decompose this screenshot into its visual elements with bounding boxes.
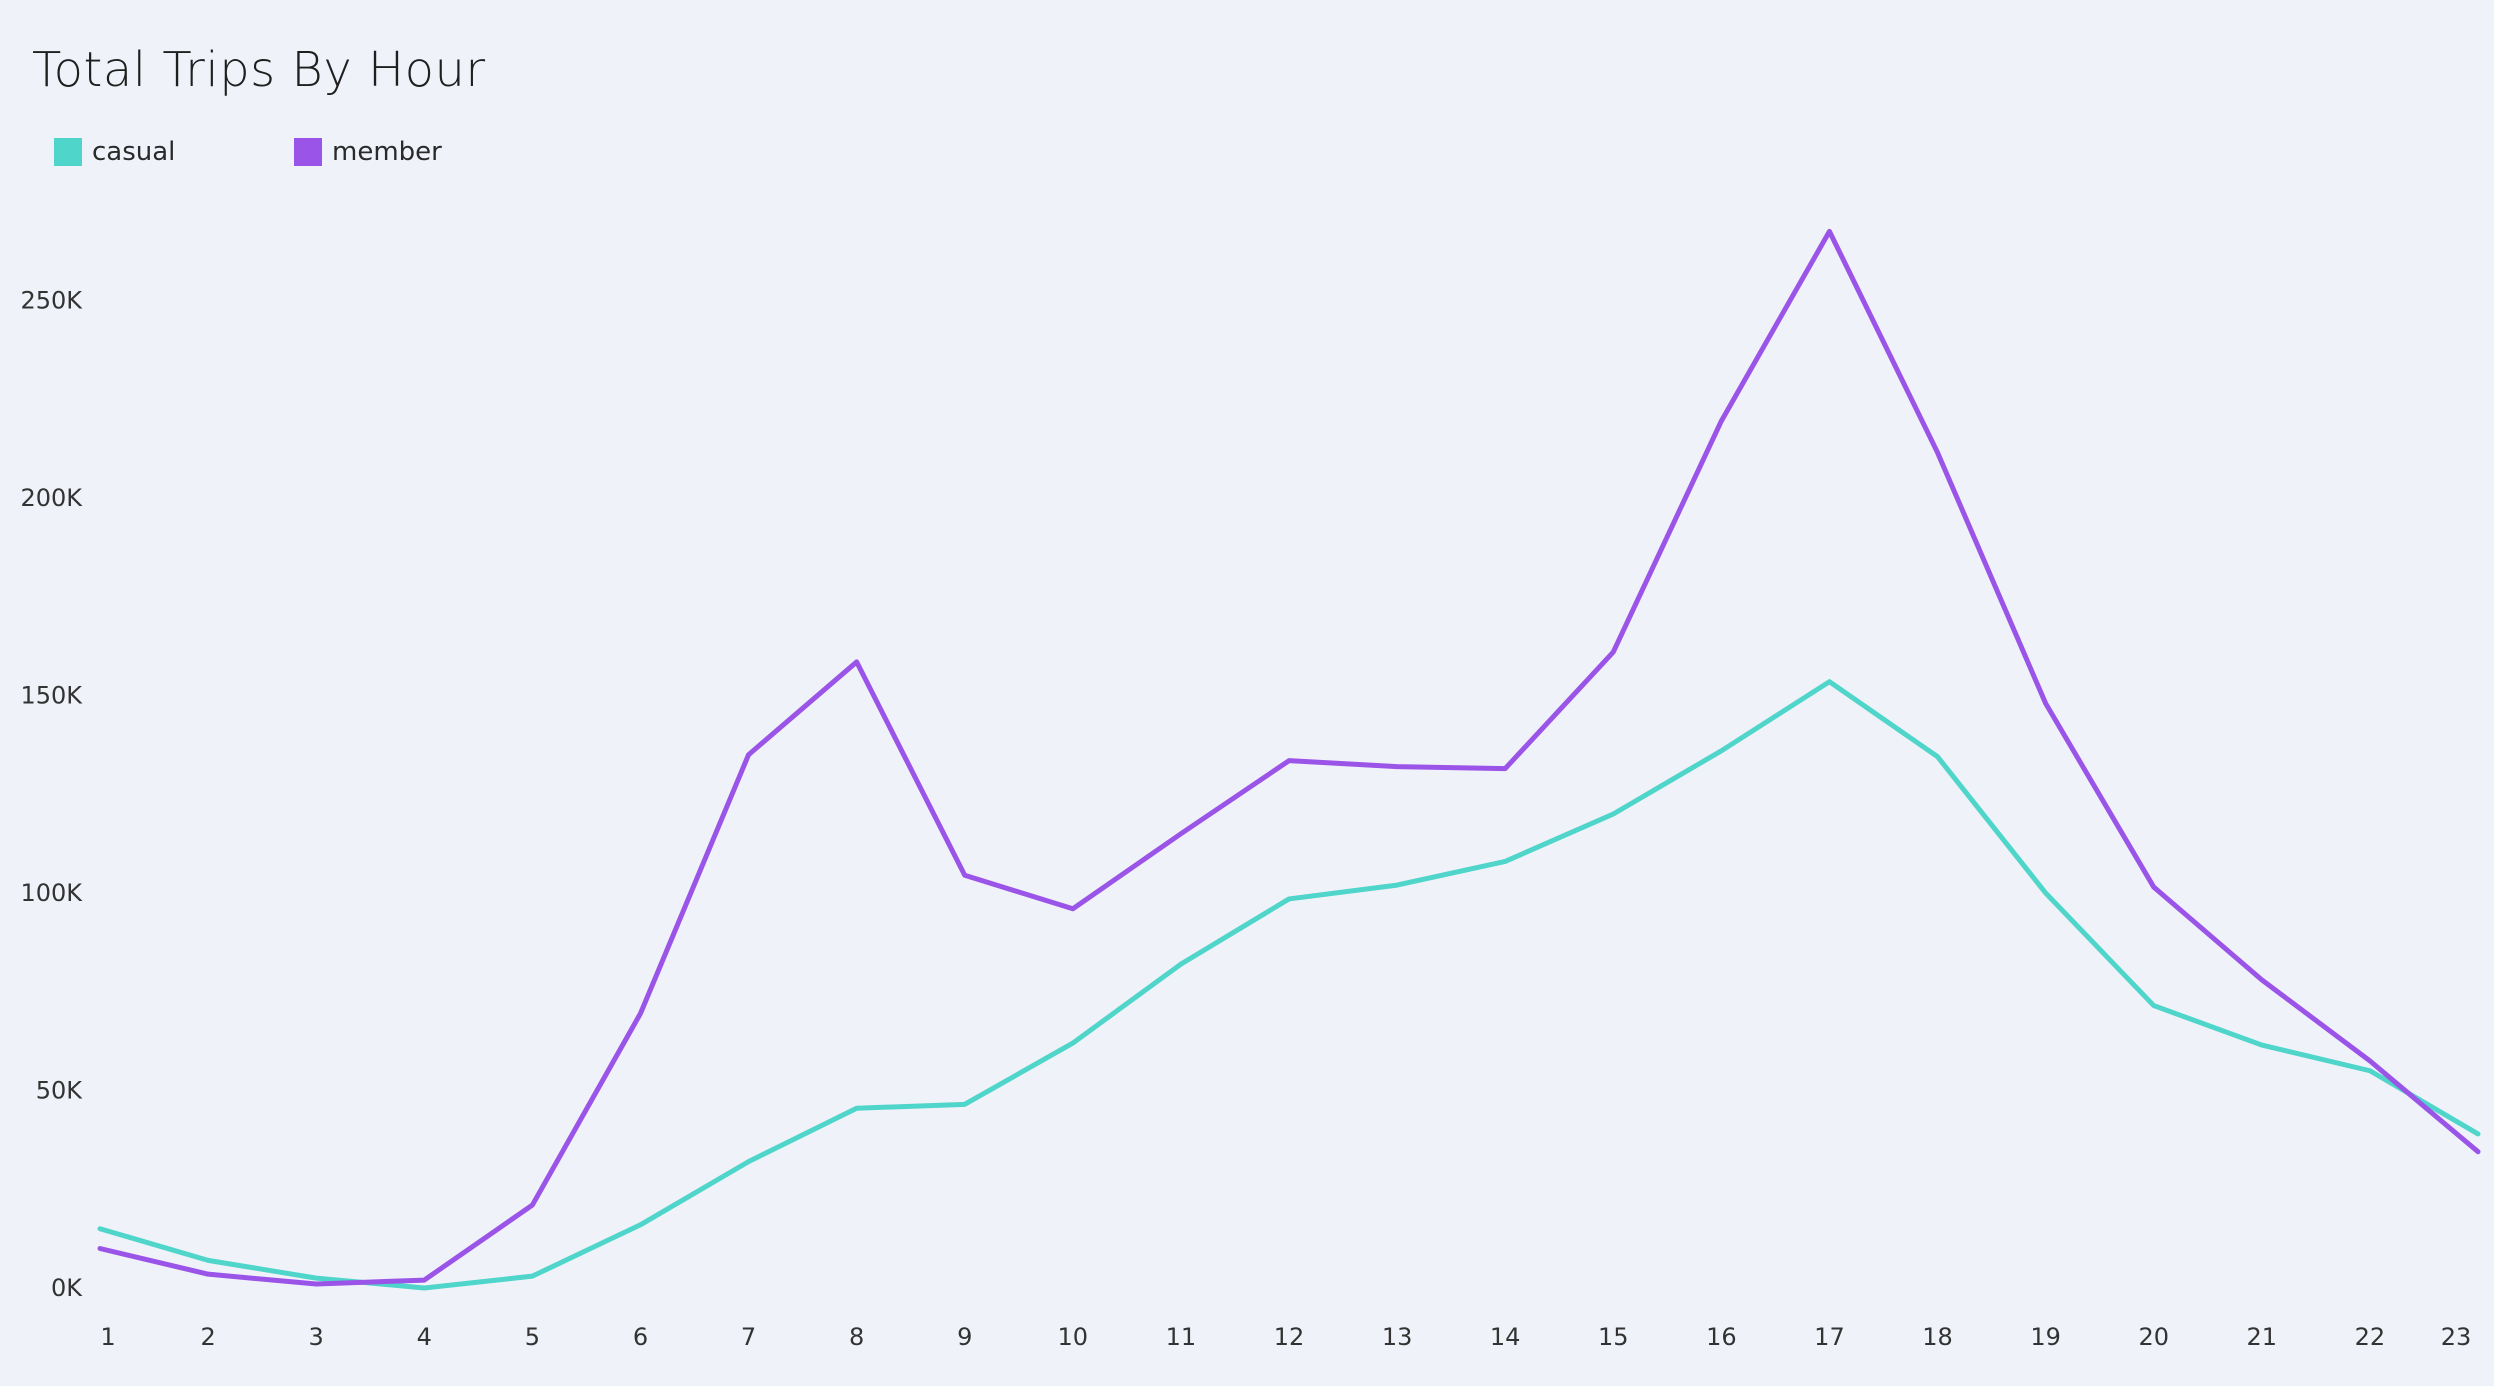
chart-title: Total Trips By Hour bbox=[32, 42, 486, 98]
data-point-casual[interactable] bbox=[849, 1100, 865, 1116]
x-tick-label: 7 bbox=[741, 1323, 756, 1351]
x-tick-label: 18 bbox=[1922, 1323, 1953, 1351]
x-tick-label: 16 bbox=[1706, 1323, 1737, 1351]
data-point-casual[interactable] bbox=[2038, 885, 2054, 901]
data-point-member[interactable] bbox=[1930, 445, 1946, 461]
y-tick-label: 250K bbox=[20, 287, 83, 315]
data-point-member[interactable] bbox=[2254, 972, 2270, 988]
data-point-member[interactable] bbox=[2362, 1053, 2378, 1069]
series-layer bbox=[92, 223, 2486, 1292]
legend: casual member bbox=[54, 132, 442, 172]
data-point-member[interactable] bbox=[92, 1241, 108, 1257]
x-tick-label: 19 bbox=[2030, 1323, 2061, 1351]
x-tick-label: 17 bbox=[1814, 1323, 1845, 1351]
data-point-member[interactable] bbox=[1821, 223, 1837, 239]
x-tick-label: 20 bbox=[2138, 1323, 2169, 1351]
data-point-member[interactable] bbox=[2470, 1144, 2486, 1160]
data-point-member[interactable] bbox=[308, 1276, 324, 1292]
x-tick-label: 9 bbox=[957, 1323, 972, 1351]
data-point-member[interactable] bbox=[1173, 826, 1189, 842]
data-point-casual[interactable] bbox=[1389, 877, 1405, 893]
data-point-casual[interactable] bbox=[1605, 806, 1621, 822]
x-tick-label: 5 bbox=[525, 1323, 540, 1351]
data-point-casual[interactable] bbox=[957, 1096, 973, 1112]
data-point-member[interactable] bbox=[1065, 901, 1081, 917]
data-point-casual[interactable] bbox=[741, 1154, 757, 1170]
data-point-member[interactable] bbox=[416, 1272, 432, 1288]
x-tick-label: 15 bbox=[1598, 1323, 1629, 1351]
x-tick-label: 21 bbox=[2247, 1323, 2278, 1351]
series-line-member[interactable] bbox=[97, 228, 2481, 1287]
data-point-casual[interactable] bbox=[2146, 998, 2162, 1014]
x-tick-label: 1 bbox=[100, 1323, 115, 1351]
y-tick-label: 50K bbox=[36, 1077, 84, 1105]
data-point-member[interactable] bbox=[2146, 879, 2162, 895]
x-tick-label: 12 bbox=[1274, 1323, 1305, 1351]
data-point-casual[interactable] bbox=[1281, 891, 1297, 907]
data-point-casual[interactable] bbox=[1713, 743, 1729, 759]
y-tick-label: 100K bbox=[20, 879, 83, 907]
legend-swatch-casual bbox=[54, 138, 82, 166]
x-tick-label: 22 bbox=[2355, 1323, 2386, 1351]
data-point-member[interactable] bbox=[200, 1266, 216, 1282]
x-tick-label: 13 bbox=[1382, 1323, 1413, 1351]
y-axis: 0K 50K 100K 150K 200K 250K bbox=[20, 287, 83, 1303]
data-point-casual[interactable] bbox=[1065, 1035, 1081, 1051]
data-point-casual[interactable] bbox=[200, 1252, 216, 1268]
data-point-casual[interactable] bbox=[524, 1268, 540, 1284]
legend-label-casual: casual bbox=[92, 137, 176, 167]
y-tick-label: 200K bbox=[20, 484, 83, 512]
legend-swatch-member bbox=[294, 138, 322, 166]
legend-label-member: member bbox=[332, 137, 442, 167]
x-tick-label: 4 bbox=[417, 1323, 432, 1351]
x-tick-label: 2 bbox=[200, 1323, 215, 1351]
x-tick-label: 8 bbox=[849, 1323, 864, 1351]
data-point-member[interactable] bbox=[1281, 753, 1297, 769]
data-point-member[interactable] bbox=[849, 654, 865, 670]
x-axis: 1 2 3 4 5 6 7 8 9 10 11 12 13 14 15 16 17 18 19 20 21 22 23 bbox=[100, 1323, 2471, 1351]
x-tick-label: 23 bbox=[2441, 1323, 2472, 1351]
data-point-member[interactable] bbox=[2038, 695, 2054, 711]
data-point-casual[interactable] bbox=[2470, 1126, 2486, 1142]
data-point-member[interactable] bbox=[957, 867, 973, 883]
y-tick-label: 0K bbox=[51, 1274, 83, 1302]
data-point-member[interactable] bbox=[1497, 761, 1513, 777]
data-point-casual[interactable] bbox=[1497, 853, 1513, 869]
x-tick-label: 14 bbox=[1490, 1323, 1521, 1351]
data-point-casual[interactable] bbox=[2254, 1037, 2270, 1053]
data-point-casual[interactable] bbox=[92, 1221, 108, 1237]
legend-item-member[interactable]: member bbox=[294, 137, 442, 167]
data-point-casual[interactable] bbox=[1821, 674, 1837, 690]
data-point-casual[interactable] bbox=[632, 1217, 648, 1233]
data-point-member[interactable] bbox=[1389, 759, 1405, 775]
x-tick-label: 10 bbox=[1058, 1323, 1089, 1351]
data-point-casual[interactable] bbox=[1173, 956, 1189, 972]
data-point-member[interactable] bbox=[524, 1197, 540, 1213]
data-point-member[interactable] bbox=[1605, 644, 1621, 660]
data-point-member[interactable] bbox=[741, 747, 757, 763]
x-tick-label: 11 bbox=[1166, 1323, 1197, 1351]
data-point-casual[interactable] bbox=[1930, 749, 1946, 765]
x-tick-label: 3 bbox=[309, 1323, 324, 1351]
legend-item-casual[interactable]: casual bbox=[54, 137, 294, 167]
series-line-casual[interactable] bbox=[97, 679, 2481, 1291]
x-tick-label: 6 bbox=[633, 1323, 648, 1351]
data-point-member[interactable] bbox=[632, 1005, 648, 1021]
data-point-member[interactable] bbox=[1713, 413, 1729, 429]
y-tick-label: 150K bbox=[20, 682, 83, 710]
